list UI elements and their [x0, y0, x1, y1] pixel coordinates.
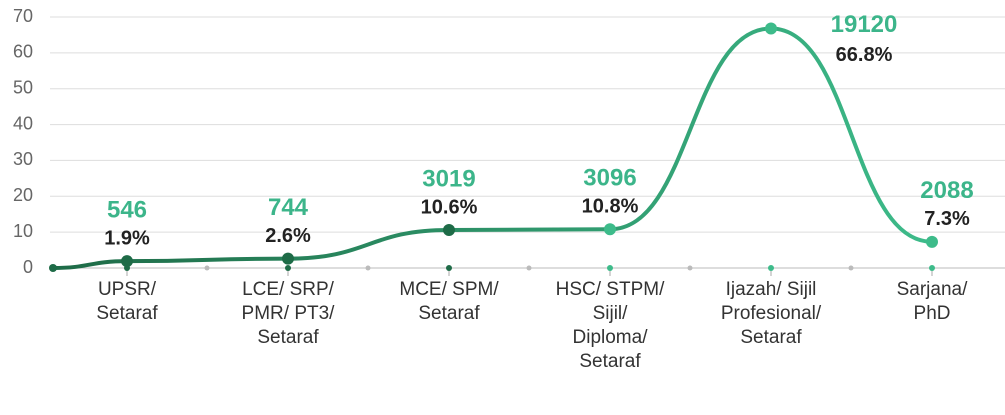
axis-dot	[526, 265, 532, 271]
axis-dot	[687, 265, 693, 271]
point	[926, 235, 938, 248]
y-tick-label: 0	[23, 257, 33, 277]
axis-point	[607, 265, 613, 271]
x-tick-label: Ijazah/ Sijil Profesional/ Setaraf	[720, 279, 822, 348]
axis-point	[929, 265, 935, 271]
axis-point	[446, 265, 452, 271]
count-label: 3019	[422, 165, 475, 192]
y-tick-label: 60	[13, 42, 33, 62]
x-tick-label: Sarjana/ PhD	[896, 279, 968, 324]
value-label: 10.6%	[421, 196, 478, 218]
x-tick-label: UPSR/ Setaraf	[96, 279, 158, 324]
y-tick-label: 50	[13, 77, 33, 97]
count-label: 19120	[831, 11, 898, 38]
value-label: 66.8%	[836, 44, 893, 66]
point	[121, 255, 133, 268]
line	[52, 26, 933, 270]
axis-dot	[848, 265, 854, 271]
value-label: 7.3%	[924, 208, 970, 230]
y-tick-label: 70	[13, 6, 33, 26]
point	[282, 252, 294, 265]
count-label: 546	[107, 197, 147, 224]
point	[443, 223, 455, 236]
count-label: 2088	[920, 177, 973, 204]
y-tick-label: 10	[13, 221, 33, 241]
value-label: 1.9%	[104, 227, 150, 249]
point	[604, 223, 616, 236]
y-tick-label: 40	[13, 113, 33, 133]
point	[49, 264, 57, 272]
x-tick-label: LCE/ SRP/ PMR/ PT3/ Setaraf	[241, 279, 335, 348]
axis-point	[285, 265, 291, 271]
y-tick-label: 20	[13, 185, 33, 205]
count-label: 744	[268, 194, 309, 221]
axis-point	[768, 265, 774, 271]
x-tick-label: HSC/ STPM/ Sijil/ Diploma/ Setaraf	[555, 279, 665, 372]
value-label: 2.6%	[265, 225, 311, 247]
point	[765, 22, 777, 35]
axis-dot	[365, 265, 371, 271]
x-tick-label: MCE/ SPM/ Setaraf	[399, 279, 499, 324]
count-label: 3096	[583, 165, 636, 192]
axis-dot	[204, 265, 210, 271]
y-tick-label: 30	[13, 149, 33, 169]
value-label: 10.8%	[582, 196, 639, 218]
